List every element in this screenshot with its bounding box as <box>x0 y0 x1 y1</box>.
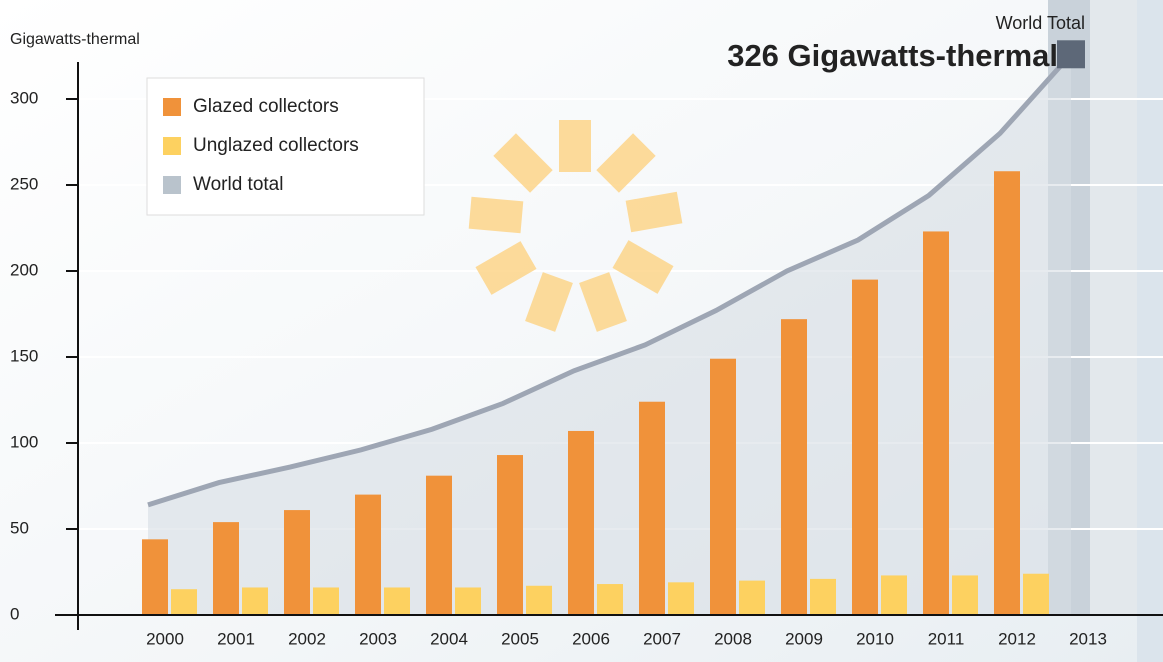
sun-icon <box>468 120 683 332</box>
y-axis-label: Gigawatts-thermal <box>10 31 140 48</box>
y-tick-label: 50 <box>10 518 29 537</box>
total-area <box>148 54 1071 615</box>
x-tick-label: 2003 <box>359 629 397 648</box>
bar <box>597 584 623 615</box>
annotation: 326 Gigawatts-thermal <box>727 38 1058 73</box>
x-tick-label: 2008 <box>714 629 752 648</box>
bar <box>810 578 836 615</box>
bar <box>384 587 410 615</box>
y-tick-label: 200 <box>10 260 38 279</box>
bar <box>426 475 452 615</box>
x-tick-label: 2001 <box>217 629 255 648</box>
x-tick-label: 2009 <box>785 629 823 648</box>
legend-swatch <box>163 137 181 155</box>
bar <box>455 587 481 615</box>
x-tick-label: 2007 <box>643 629 681 648</box>
bar <box>1023 573 1049 615</box>
bar <box>497 455 523 615</box>
bar <box>142 539 168 615</box>
bar <box>355 494 381 615</box>
y-tick-label: 100 <box>10 432 38 451</box>
legend-swatch <box>163 98 181 116</box>
bar <box>668 582 694 615</box>
total-line <box>147 52 1073 508</box>
x-tick-label: 2004 <box>430 629 468 648</box>
y-tick-label: 0 <box>10 604 19 623</box>
y-tick-label: 300 <box>10 88 38 107</box>
x-tick-label: 2002 <box>288 629 326 648</box>
x-tick-label: 2005 <box>501 629 539 648</box>
bar <box>881 575 907 615</box>
legend-swatch <box>163 176 181 194</box>
bar <box>952 575 978 615</box>
legend-label: Unglazed collectors <box>193 135 359 156</box>
bar <box>284 510 310 615</box>
y-tick-label: 250 <box>10 174 38 193</box>
bar <box>923 231 949 615</box>
bar <box>213 522 239 615</box>
bar <box>639 401 665 615</box>
highlight-band <box>1090 0 1137 615</box>
x-tick-label: 2013 <box>1069 629 1107 648</box>
bar <box>852 279 878 615</box>
bar <box>568 430 594 615</box>
legend-label: World total <box>193 174 283 195</box>
bar <box>710 358 736 615</box>
y-tick-label: 150 <box>10 346 38 365</box>
bar <box>242 587 268 615</box>
annotation-title: World Total <box>996 13 1085 33</box>
x-tick-label: 2012 <box>998 629 1036 648</box>
bar <box>526 585 552 615</box>
bar <box>994 171 1020 616</box>
legend-label: Glazed collectors <box>193 96 339 117</box>
x-tick-label: 2000 <box>146 629 184 648</box>
x-tick-label: 2006 <box>572 629 610 648</box>
bar <box>781 319 807 615</box>
x-tick-label: 2010 <box>856 629 894 648</box>
total-marker <box>1057 40 1085 69</box>
bar <box>171 589 197 615</box>
bar <box>313 587 339 615</box>
x-tick-label: 2011 <box>928 629 965 648</box>
edge-band <box>1137 0 1163 662</box>
legend-box <box>146 77 425 216</box>
bar <box>739 580 765 615</box>
